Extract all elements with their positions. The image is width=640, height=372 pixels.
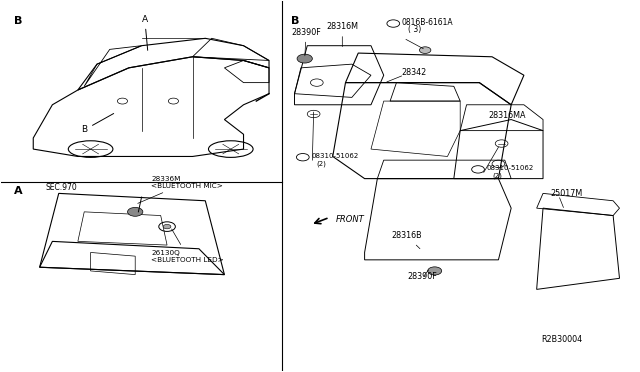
- Text: SEC.970: SEC.970: [46, 183, 77, 192]
- Text: 25017M: 25017M: [550, 189, 583, 198]
- Text: 28336M
<BLUETOOTH MIC>: 28336M <BLUETOOTH MIC>: [138, 176, 223, 203]
- Text: B: B: [81, 113, 114, 134]
- Circle shape: [127, 208, 143, 216]
- Text: 0816B-6161A: 0816B-6161A: [401, 18, 453, 27]
- Circle shape: [163, 224, 171, 229]
- Text: (2): (2): [317, 161, 326, 167]
- Text: FRONT: FRONT: [336, 215, 365, 224]
- Circle shape: [428, 267, 442, 275]
- Text: 28342: 28342: [401, 68, 427, 77]
- Text: 28316B: 28316B: [392, 231, 422, 249]
- Text: (2): (2): [492, 173, 502, 179]
- Text: A: A: [14, 186, 23, 196]
- Text: 28316MA: 28316MA: [489, 111, 526, 120]
- Text: 08310-51062: 08310-51062: [487, 165, 534, 171]
- Text: 26130Q
<BLUETOOTH LED>: 26130Q <BLUETOOTH LED>: [151, 229, 224, 263]
- Text: ( 3): ( 3): [408, 25, 421, 34]
- Text: 08310-51062: 08310-51062: [312, 153, 359, 159]
- Text: R2B30004: R2B30004: [541, 335, 582, 344]
- Text: B: B: [291, 16, 300, 26]
- Text: 28390F: 28390F: [291, 28, 321, 56]
- Text: 28390F: 28390F: [407, 272, 437, 281]
- Circle shape: [419, 47, 431, 54]
- Text: 28316M: 28316M: [326, 22, 358, 46]
- Text: B: B: [14, 16, 22, 26]
- Text: A: A: [141, 15, 148, 50]
- Circle shape: [297, 54, 312, 63]
